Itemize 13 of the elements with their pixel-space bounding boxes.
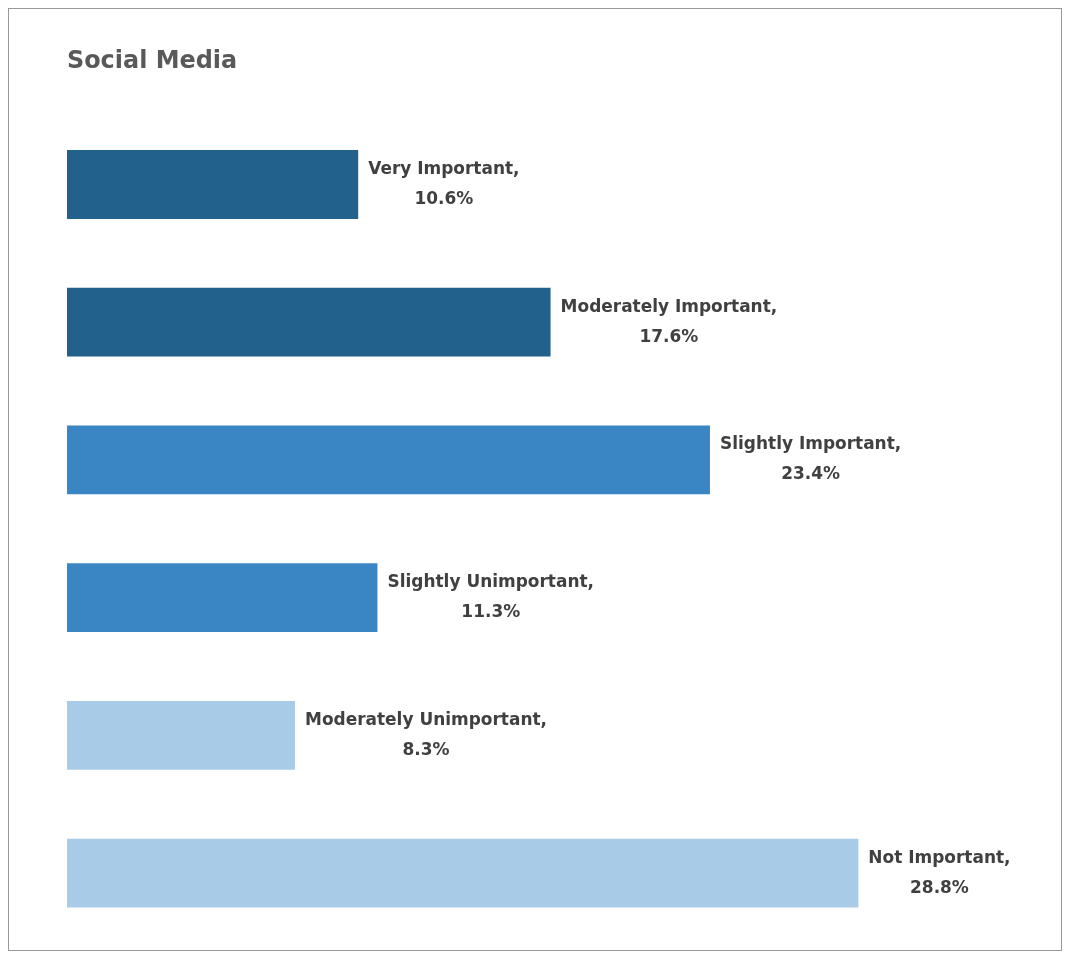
bar (66, 287, 551, 357)
chart-title: Social Media (66, 45, 238, 74)
data-label: Moderately Unimportant, 8.3% (305, 708, 548, 759)
data-label: Slightly Important, 23.4% (719, 433, 902, 484)
data-label: Moderately Important, 17.6% (560, 295, 778, 346)
data-label: Very Important, 10.6% (368, 157, 520, 208)
bar (66, 563, 378, 633)
data-label: Slightly Unimportant, 11.3% (387, 571, 595, 622)
bar (66, 150, 359, 219)
bar (66, 838, 859, 908)
bar (66, 425, 710, 495)
data-label: Not Important, 28.8% (868, 846, 1011, 897)
bar (66, 700, 295, 770)
